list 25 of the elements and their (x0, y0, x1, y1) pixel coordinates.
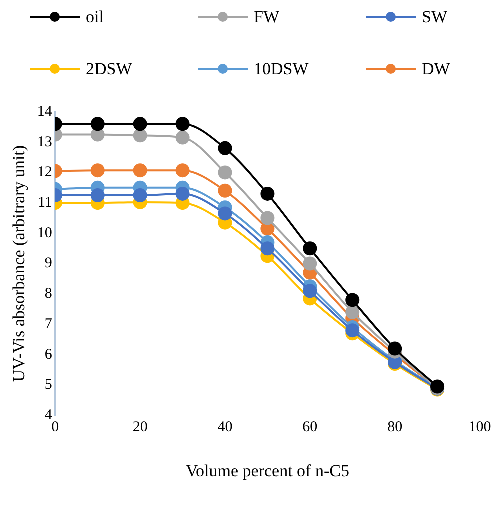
legend-label: 10DSW (254, 59, 310, 78)
y-tick-label: 11 (38, 195, 52, 212)
legend-label: FW (254, 7, 280, 26)
x-tick-label: 0 (52, 420, 60, 436)
y-tick-label: 5 (44, 377, 52, 394)
y-tick-label: 7 (44, 316, 53, 332)
y-tick-label: 13 (37, 134, 52, 150)
legend-label: DW (422, 59, 452, 78)
y-axis-title: UV-Vis absorbance (arbitrary unit) (10, 145, 29, 382)
y-tick-label: 4 (44, 408, 53, 424)
x-tick-label: 60 (302, 420, 318, 436)
y-tick-label: 12 (37, 164, 52, 181)
y-tick-label: 10 (37, 225, 52, 242)
y-tick-label: 8 (44, 286, 52, 302)
x-tick-label: 40 (218, 420, 233, 436)
legend-label: 2DSW (86, 59, 134, 78)
x-tick-label: 20 (132, 420, 148, 436)
y-tick-label: 9 (44, 256, 52, 272)
legend-label: SW (422, 7, 448, 26)
x-tick-label: 100 (468, 420, 492, 436)
legend-label: oil (86, 7, 104, 26)
x-axis-title: Volume percent of n-C5 (186, 461, 350, 480)
x-tick-label: 80 (388, 420, 403, 436)
y-tick-label: 6 (44, 346, 53, 363)
y-tick-label: 14 (37, 104, 53, 120)
